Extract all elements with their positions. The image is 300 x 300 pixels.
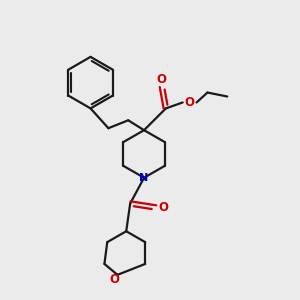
Text: O: O	[158, 201, 168, 214]
Text: O: O	[156, 73, 166, 86]
Text: N: N	[140, 173, 149, 183]
Text: O: O	[110, 273, 119, 286]
Text: O: O	[184, 96, 195, 109]
